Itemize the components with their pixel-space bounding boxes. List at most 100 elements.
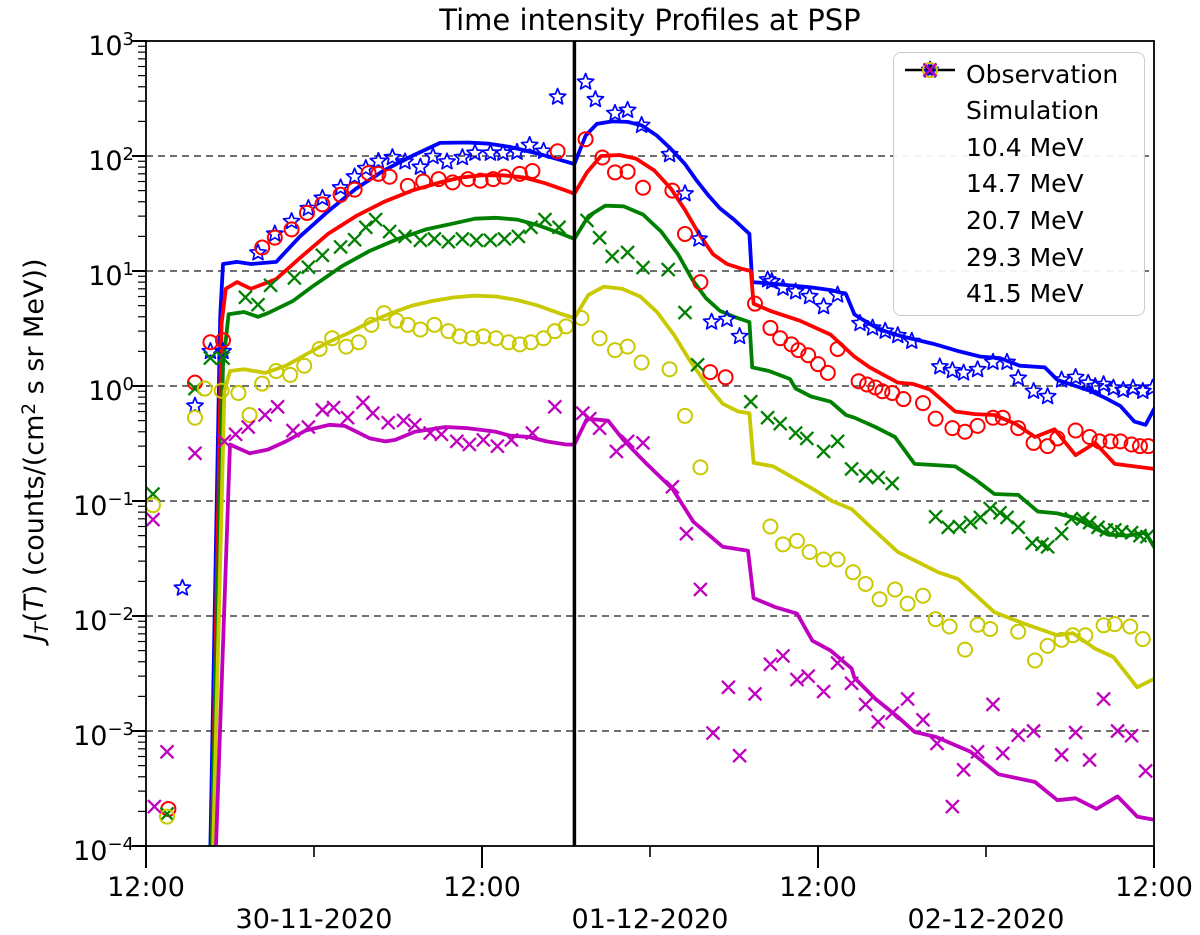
obs-point-41.5MeV xyxy=(1138,763,1153,779)
legend-item-14-7-mev: 14.7 MeV xyxy=(894,62,1144,202)
obs-point-41.5MeV xyxy=(380,415,396,430)
chart-title: Time intensity Profiles at PSP xyxy=(439,3,861,37)
obs-point-14.7MeV xyxy=(747,295,763,312)
legend-item-41-5-mev: 41.5 MeV xyxy=(894,62,1144,312)
obs-point-14.7MeV xyxy=(762,319,779,336)
obs-point-10.4MeV xyxy=(851,314,869,332)
obs-point-29.3MeV xyxy=(388,312,405,329)
obs-point-10.4MeV xyxy=(265,224,284,242)
obs-point-10.4MeV xyxy=(660,145,679,163)
obs-point-41.5MeV xyxy=(504,432,519,448)
obs-point-14.7MeV xyxy=(985,409,1001,426)
obs-point-14.7MeV xyxy=(810,356,826,373)
obs-point-14.7MeV xyxy=(496,168,513,185)
x-tick-label: 12:00 xyxy=(443,872,521,903)
obs-point-14.7MeV xyxy=(664,182,681,199)
legend-label: 20.7 MeV xyxy=(966,206,1084,236)
obs-point-20.7MeV xyxy=(368,212,383,227)
observation-markers xyxy=(146,72,1154,825)
obs-point-20.7MeV xyxy=(1010,520,1026,535)
obs-point-41.5MeV xyxy=(1096,691,1111,707)
obs-point-14.7MeV xyxy=(314,196,331,213)
obs-point-41.5MeV xyxy=(747,686,763,702)
obs-point-20.7MeV xyxy=(830,434,845,449)
obs-point-10.4MeV xyxy=(534,141,553,159)
obs-point-14.7MeV xyxy=(895,391,912,408)
obs-point-10.4MeV xyxy=(718,309,736,328)
obs-point-10.4MeV xyxy=(690,229,708,247)
obs-point-20.7MeV xyxy=(511,229,526,244)
obs-point-20.7MeV xyxy=(523,219,539,235)
x-icon-glyph xyxy=(922,62,938,78)
obs-point-41.5MeV xyxy=(620,434,635,449)
obs-point-41.5MeV xyxy=(340,410,355,426)
obs-point-41.5MeV xyxy=(449,434,465,449)
obs-point-10.4MeV xyxy=(954,363,973,381)
obs-point-41.5MeV xyxy=(693,582,708,597)
obs-point-20.7MeV xyxy=(870,470,886,485)
obs-point-10.4MeV xyxy=(1052,370,1071,388)
obs-point-29.3MeV xyxy=(296,357,313,374)
obs-point-41.5MeV xyxy=(490,438,505,454)
obs-point-41.5MeV xyxy=(800,668,816,684)
obs-point-41.5MeV xyxy=(1068,725,1083,740)
obs-point-20.7MeV xyxy=(928,509,943,525)
y-tick-label: 10−4 xyxy=(73,834,134,867)
obs-point-14.7MeV xyxy=(485,171,502,188)
obs-point-14.7MeV xyxy=(594,149,611,166)
obs-point-41.5MeV xyxy=(945,799,960,814)
obs-point-20.7MeV xyxy=(497,231,512,247)
y-tick-label: 10−3 xyxy=(73,719,134,752)
obs-point-10.4MeV xyxy=(453,148,472,166)
obs-point-41.5MeV xyxy=(763,657,778,672)
obs-point-29.3MeV xyxy=(282,366,299,383)
obs-point-10.4MeV xyxy=(548,87,567,105)
y-tick-label: 10−2 xyxy=(73,604,134,637)
obs-point-14.7MeV xyxy=(524,163,541,180)
legend-label: 41.5 MeV xyxy=(966,279,1084,309)
obs-point-20.7MeV xyxy=(358,219,374,235)
obs-point-41.5MeV xyxy=(789,672,805,687)
obs-point-29.3MeV xyxy=(1039,637,1056,654)
obs-point-10.4MeV xyxy=(576,72,595,90)
obs-point-10.4MeV xyxy=(968,360,987,378)
obs-point-10.4MeV xyxy=(828,285,847,303)
obs-point-10.4MeV xyxy=(762,272,781,290)
obs-point-20.7MeV xyxy=(952,519,967,534)
obs-point-20.7MeV xyxy=(816,444,831,459)
obs-point-20.7MeV xyxy=(483,232,498,248)
obs-point-20.7MeV xyxy=(858,468,873,484)
obs-point-41.5MeV xyxy=(547,399,563,415)
obs-point-29.3MeV xyxy=(311,340,328,357)
obs-point-29.3MeV xyxy=(1064,627,1081,644)
obs-point-29.3MeV xyxy=(982,621,999,638)
y-tick-label: 100 xyxy=(88,374,134,407)
obs-point-10.4MeV xyxy=(1086,377,1105,395)
obs-point-10.4MeV xyxy=(632,115,651,134)
obs-point-14.7MeV xyxy=(957,423,973,440)
obs-point-10.4MeV xyxy=(214,342,232,360)
obs-point-20.7MeV xyxy=(992,505,1008,521)
obs-point-10.4MeV xyxy=(1114,380,1133,398)
obs-point-14.7MeV xyxy=(1010,420,1027,437)
obs-point-41.5MeV xyxy=(985,697,1001,712)
obs-point-29.3MeV xyxy=(941,618,958,635)
legend-label: 10.4 MeV xyxy=(966,132,1084,162)
obs-point-14.7MeV xyxy=(800,347,817,364)
obs-point-29.3MeV xyxy=(159,808,175,825)
obs-point-10.4MeV xyxy=(1066,367,1085,386)
obs-point-41.5MeV xyxy=(146,512,161,527)
obs-point-29.3MeV xyxy=(254,375,271,392)
obs-point-41.5MeV xyxy=(995,745,1011,761)
obs-point-14.7MeV xyxy=(360,165,377,182)
obs-point-29.3MeV xyxy=(241,406,258,423)
obs-point-10.4MeV xyxy=(618,100,637,118)
obs-point-10.4MeV xyxy=(930,357,949,375)
obs-point-20.7MeV xyxy=(579,213,595,228)
x-tick-label: 12:00 xyxy=(779,872,857,903)
y-tick-label: 103 xyxy=(88,29,134,62)
obs-point-20.7MeV xyxy=(1090,520,1106,535)
obs-point-10.4MeV xyxy=(902,331,921,349)
y-tick-label: 10−1 xyxy=(73,489,134,522)
